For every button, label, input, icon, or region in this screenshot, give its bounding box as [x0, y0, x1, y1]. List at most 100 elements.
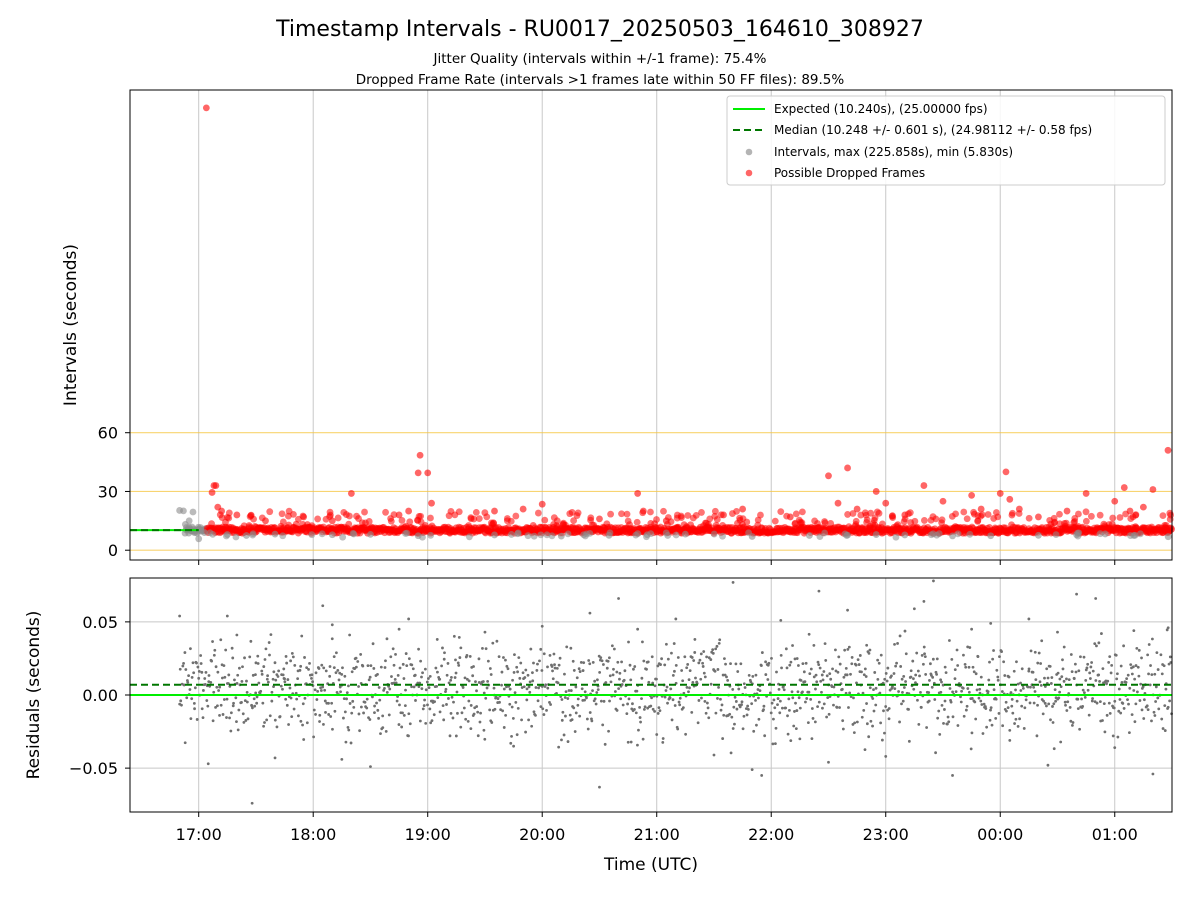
residual-point [333, 666, 336, 669]
residual-point [522, 671, 525, 674]
residual-point [1138, 649, 1141, 652]
residual-point [901, 691, 904, 694]
interval-point [209, 531, 216, 538]
residual-point [694, 677, 697, 680]
residual-point [732, 706, 735, 709]
residual-point [601, 659, 604, 662]
residual-point [376, 673, 379, 676]
residual-point [240, 701, 243, 704]
residual-point [341, 666, 344, 669]
interval-point [863, 519, 870, 526]
dropped-frame-point [1016, 506, 1023, 513]
residual-point [468, 680, 471, 683]
residual-point [764, 660, 767, 663]
residual-point [1131, 713, 1134, 716]
residual-point [285, 662, 288, 665]
residual-point [1161, 672, 1164, 675]
residual-point [488, 708, 491, 711]
residual-point [821, 707, 824, 710]
residual-point [535, 686, 538, 689]
dropped-frame-point [415, 469, 422, 476]
residual-point [876, 678, 879, 681]
dropped-frame-point [997, 490, 1004, 497]
dropped-frame-point [1064, 508, 1071, 515]
residual-point [1108, 702, 1111, 705]
residual-point [743, 682, 746, 685]
residual-point [529, 648, 532, 651]
residual-point [274, 661, 277, 664]
residual-point [347, 726, 350, 729]
residual-point [265, 718, 268, 721]
residual-point [539, 648, 542, 651]
residual-point [767, 662, 770, 665]
residual-point [1014, 689, 1017, 692]
residual-point [964, 663, 967, 666]
dropped-frame-point [640, 508, 647, 515]
interval-point [355, 515, 362, 522]
residual-point [702, 650, 705, 653]
residual-point [400, 726, 403, 729]
residual-point [952, 715, 955, 718]
interval-point [966, 531, 973, 538]
residual-point [698, 699, 701, 702]
residual-point [1100, 632, 1103, 635]
residual-point [456, 712, 459, 715]
residual-point [970, 628, 973, 631]
residual-point [571, 718, 574, 721]
residual-point [367, 664, 370, 667]
residual-point [786, 714, 789, 717]
residual-point [259, 690, 262, 693]
residual-point [1083, 656, 1086, 659]
interval-point [535, 510, 542, 517]
interval-point [647, 520, 654, 527]
residual-point [1062, 668, 1065, 671]
residual-point [843, 649, 846, 652]
residual-point [266, 678, 269, 681]
residual-point [433, 700, 436, 703]
residual-point [736, 708, 739, 711]
dropped-frame-point [1140, 504, 1147, 511]
residual-point [736, 670, 739, 673]
residual-point [196, 666, 199, 669]
residual-point [1146, 704, 1149, 707]
residual-point [1049, 665, 1052, 668]
residual-point [1075, 593, 1078, 596]
dropped-frame-point [844, 465, 851, 472]
residual-point [933, 698, 936, 701]
residual-point [691, 656, 694, 659]
residual-point [1094, 679, 1097, 682]
residual-point [1101, 719, 1104, 722]
residual-point [661, 741, 664, 744]
residual-point [186, 681, 189, 684]
dropped-frame-point [233, 512, 240, 519]
residual-point [486, 680, 489, 683]
residual-point [773, 699, 776, 702]
residual-point [828, 672, 831, 675]
residual-point [470, 704, 473, 707]
residual-point [518, 677, 521, 680]
interval-point [299, 521, 306, 528]
residual-point [982, 732, 985, 735]
interval-point [554, 517, 561, 524]
residual-point [1088, 671, 1091, 674]
residual-point [832, 704, 835, 707]
residual-point [557, 746, 560, 749]
residual-point [963, 715, 966, 718]
interval-point [446, 512, 453, 519]
residual-point [639, 721, 642, 724]
interval-point [754, 522, 761, 529]
dropped-frame-point [634, 490, 641, 497]
residual-point [826, 674, 829, 677]
residual-point [394, 653, 397, 656]
interval-point [537, 531, 544, 538]
residual-point [666, 686, 669, 689]
residual-point [1153, 711, 1156, 714]
residual-point [779, 700, 782, 703]
residual-point [598, 786, 601, 789]
residual-point [818, 590, 821, 593]
residual-point [712, 652, 715, 655]
dropped-frame-point [968, 492, 975, 499]
residual-point [1103, 702, 1106, 705]
interval-point [987, 532, 994, 539]
residual-point [822, 670, 825, 673]
